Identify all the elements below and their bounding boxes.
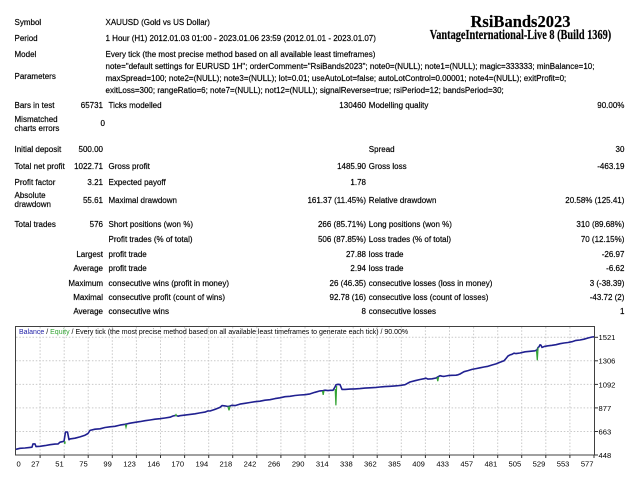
svg-text:457: 457 (460, 459, 473, 468)
svg-text:663: 663 (599, 427, 612, 436)
svg-text:170: 170 (171, 459, 184, 468)
svg-text:290: 290 (292, 459, 305, 468)
svg-text:481: 481 (485, 459, 498, 468)
svg-text:529: 529 (533, 459, 546, 468)
svg-text:314: 314 (316, 459, 329, 468)
svg-text:553: 553 (557, 459, 570, 468)
svg-text:1306: 1306 (599, 357, 616, 366)
svg-text:1521: 1521 (599, 333, 616, 342)
svg-text:75: 75 (79, 459, 87, 468)
svg-text:27: 27 (31, 459, 39, 468)
svg-text:99: 99 (103, 459, 111, 468)
svg-text:448: 448 (599, 451, 612, 460)
svg-text:146: 146 (147, 459, 160, 468)
svg-text:218: 218 (220, 459, 233, 468)
svg-text:51: 51 (55, 459, 63, 468)
svg-text:338: 338 (340, 459, 353, 468)
svg-text:242: 242 (244, 459, 257, 468)
svg-text:409: 409 (412, 459, 425, 468)
svg-text:1092: 1092 (599, 380, 616, 389)
svg-text:433: 433 (436, 459, 449, 468)
svg-text:385: 385 (388, 459, 401, 468)
svg-text:0: 0 (17, 459, 21, 468)
svg-text:266: 266 (268, 459, 281, 468)
svg-text:Balance / Equity / Every tick: Balance / Equity / Every tick (the most … (19, 329, 408, 336)
svg-text:505: 505 (509, 459, 522, 468)
svg-text:877: 877 (599, 404, 612, 413)
svg-text:194: 194 (196, 459, 209, 468)
svg-text:123: 123 (123, 459, 136, 468)
svg-text:577: 577 (581, 459, 594, 468)
svg-text:362: 362 (364, 459, 377, 468)
